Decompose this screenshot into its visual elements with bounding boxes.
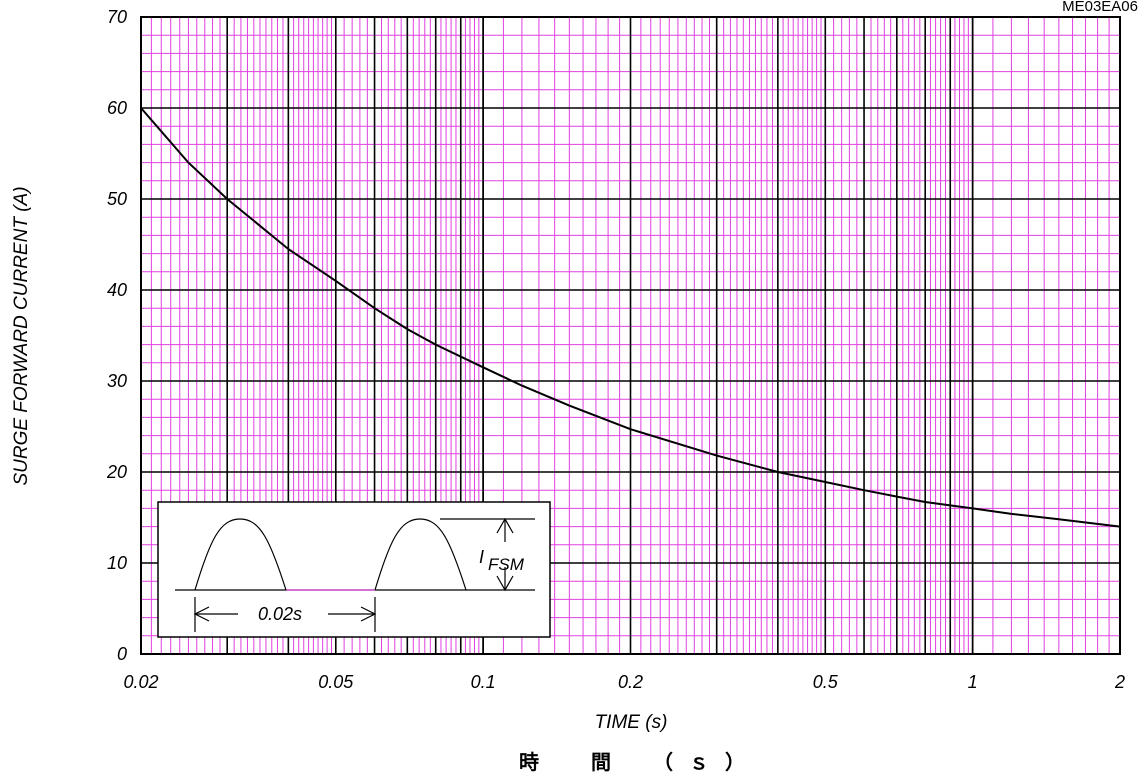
y-tick-label: 30 [107, 371, 127, 391]
inset-half-sine-1 [194, 518, 287, 591]
x-tick-label: 0.2 [618, 672, 643, 692]
figure-code: ME03EA06 [1062, 0, 1138, 15]
inset-period-arrowhead-right [360, 606, 377, 622]
inset-ifsm-arrowhead-up [496, 517, 514, 534]
y-tick-label: 70 [107, 7, 127, 27]
y-tick-labels: 0 10 20 30 40 50 60 70 [106, 7, 127, 664]
x-axis-title: TIME (s) [595, 712, 668, 733]
inset-ifsm-label: I [479, 547, 484, 567]
x-tick-labels: 0.02 0.05 0.1 0.2 0.5 1 2 [123, 672, 1125, 692]
inset-ifsm-arrowhead-down [496, 575, 514, 592]
y-tick-label: 50 [107, 189, 127, 209]
series-line [140, 107, 1121, 528]
y-tick-label: 60 [107, 98, 127, 118]
data-layer [140, 107, 1121, 528]
x-tick-label: 1 [968, 672, 978, 692]
y-tick-label: 20 [106, 462, 127, 482]
y-tick-label: 0 [117, 644, 127, 664]
waveform-inset: I FSM 0.02s [157, 501, 551, 638]
y-tick-label: 40 [107, 280, 127, 300]
inset-period-arrowhead-left [193, 606, 210, 622]
x-tick-label: 0.05 [318, 672, 354, 692]
inset-half-sine-2 [374, 518, 467, 591]
x-axis-title-japanese: 時 間 （ｓ） [519, 750, 761, 774]
plot-frame [140, 16, 1121, 655]
y-tick-label: 10 [107, 553, 127, 573]
inset-ifsm-subscript: FSM [488, 555, 525, 574]
x-tick-label: 0.5 [813, 672, 839, 692]
x-tick-label: 0.1 [471, 672, 496, 692]
x-tick-label: 2 [1114, 672, 1125, 692]
inset-period-label: 0.02s [258, 604, 302, 624]
y-axis-title: SURGE FORWARD CURRENT (A) [11, 186, 32, 485]
x-tick-label: 0.02 [123, 672, 158, 692]
